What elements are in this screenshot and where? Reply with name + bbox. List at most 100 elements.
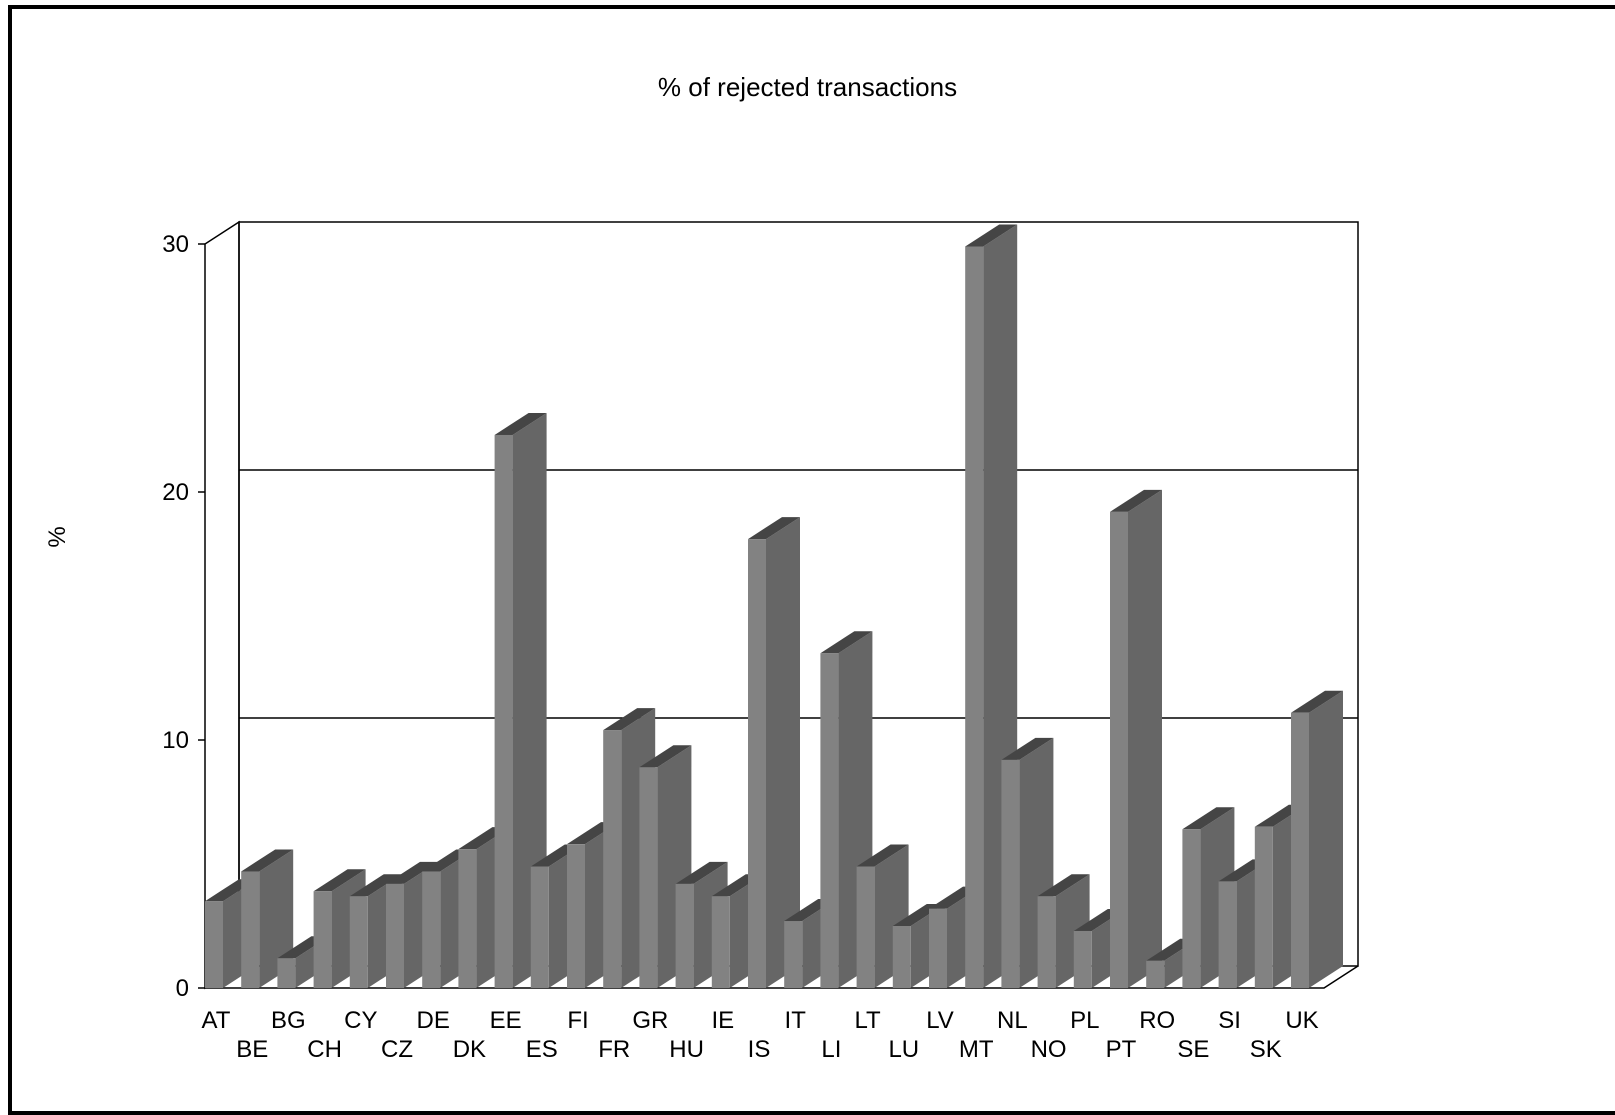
bar-front-face	[494, 434, 513, 989]
bar-front-face	[1254, 826, 1273, 988]
x-tick-label: UK	[1285, 1007, 1318, 1034]
bar-front-face	[349, 896, 368, 988]
bar-front-face	[567, 844, 585, 988]
x-tick-label: NL	[997, 1007, 1028, 1034]
bar-front-face	[1001, 759, 1020, 988]
bar-side-face	[1128, 489, 1162, 988]
bar-front-face	[458, 849, 477, 988]
bar-front-face	[603, 730, 622, 988]
bar-top-face	[639, 745, 692, 768]
bar-front-face	[313, 891, 332, 988]
y-tick-label: 0	[176, 975, 189, 1002]
bar-ee	[494, 412, 547, 989]
bar-side-face	[512, 412, 547, 989]
x-tick-label: LU	[888, 1036, 919, 1063]
bar-top-face	[349, 874, 402, 897]
x-tick-label: CH	[307, 1036, 342, 1063]
bar-is	[748, 517, 800, 988]
bar-front-face	[205, 901, 223, 988]
bar-front-face	[422, 871, 441, 988]
bar-front-face	[929, 908, 947, 988]
bar-front-face	[277, 958, 296, 988]
bars	[205, 224, 1343, 989]
y-tick-label: 30	[162, 231, 189, 258]
bar-front-face	[965, 246, 984, 989]
bar-front-face	[1073, 930, 1092, 988]
bar-front-face	[892, 926, 911, 988]
x-tick-label: LT	[854, 1007, 881, 1034]
x-tick-label: SI	[1218, 1007, 1241, 1034]
bar-top-face	[856, 844, 909, 867]
bar-side-face	[259, 849, 294, 988]
x-tick-label: LV	[926, 1007, 954, 1034]
bar-top-face	[386, 861, 438, 884]
bar-front-face	[748, 539, 766, 988]
bar-uk	[1291, 690, 1343, 988]
bar-front-face	[1110, 511, 1128, 988]
bar-top-face	[1001, 737, 1054, 760]
bar-front-face	[386, 883, 404, 988]
bar-li	[820, 631, 873, 988]
bar-top-face	[494, 412, 547, 435]
x-tick-label: GR	[632, 1007, 668, 1034]
bar-top-face	[820, 631, 873, 654]
bar-top-face	[603, 708, 656, 731]
chart-title: % of rejected transactions	[657, 72, 958, 102]
x-tick-label: DE	[417, 1007, 450, 1034]
x-tick-label: PT	[1106, 1036, 1137, 1063]
bar-front-face	[784, 921, 803, 988]
x-tick-label: PL	[1070, 1007, 1099, 1034]
x-tick-label: BE	[236, 1036, 268, 1063]
bar-top-face	[675, 861, 728, 884]
bar-pt	[1110, 489, 1162, 988]
bar-front-face	[675, 883, 694, 988]
bar-front-face	[639, 767, 658, 988]
bar-front-face	[1218, 881, 1237, 988]
bar-front-face	[711, 896, 730, 988]
bar-side-face	[766, 517, 800, 988]
bar-side-face	[1309, 690, 1343, 988]
x-tick-label: BG	[271, 1007, 306, 1034]
bar-front-face	[1146, 960, 1165, 988]
x-tick-label: AT	[202, 1007, 231, 1034]
x-tick-label: MT	[959, 1036, 994, 1063]
x-tick-label: EE	[490, 1007, 522, 1034]
bar-top-face	[965, 224, 1018, 247]
x-tick-label: LI	[821, 1036, 841, 1063]
bar-front-face	[241, 871, 260, 988]
bar-top-face	[1110, 489, 1162, 512]
x-tick-label: CY	[344, 1007, 377, 1034]
y-tick-label: 20	[162, 479, 189, 506]
bar-top-face	[1037, 874, 1090, 897]
bar-front-face	[1291, 712, 1309, 988]
x-tick-label: FI	[567, 1007, 588, 1034]
y-tick-label: 10	[162, 727, 189, 754]
x-tick-label: NO	[1031, 1036, 1067, 1063]
x-tick-label: SK	[1250, 1036, 1282, 1063]
bar-front-face	[530, 866, 549, 988]
x-tick-label: IT	[785, 1007, 807, 1034]
x-tick-label: DK	[453, 1036, 486, 1063]
bar-front-face	[1182, 829, 1201, 988]
bar-front-face	[1037, 896, 1056, 988]
x-tick-label: FR	[598, 1036, 630, 1063]
bar-top-face	[748, 517, 800, 540]
bar-top-face	[313, 869, 366, 892]
bar-top-face	[1182, 807, 1235, 830]
bar-top-face	[241, 849, 294, 872]
x-tick-label: RO	[1139, 1007, 1175, 1034]
x-tick-label: CZ	[381, 1036, 413, 1063]
y-tick-labels: 0 10 20 30	[162, 231, 189, 1002]
x-tick-label: SE	[1177, 1036, 1209, 1063]
side-wall	[204, 220, 240, 990]
x-tick-label: ES	[526, 1036, 558, 1063]
x-tick-label: HU	[669, 1036, 704, 1063]
x-tick-label: IE	[711, 1007, 734, 1034]
bar-front-face	[820, 653, 839, 988]
x-tick-label: IS	[748, 1036, 771, 1063]
bar-top-face	[1291, 690, 1343, 713]
bar-be	[241, 849, 294, 988]
bar-front-face	[856, 866, 875, 988]
